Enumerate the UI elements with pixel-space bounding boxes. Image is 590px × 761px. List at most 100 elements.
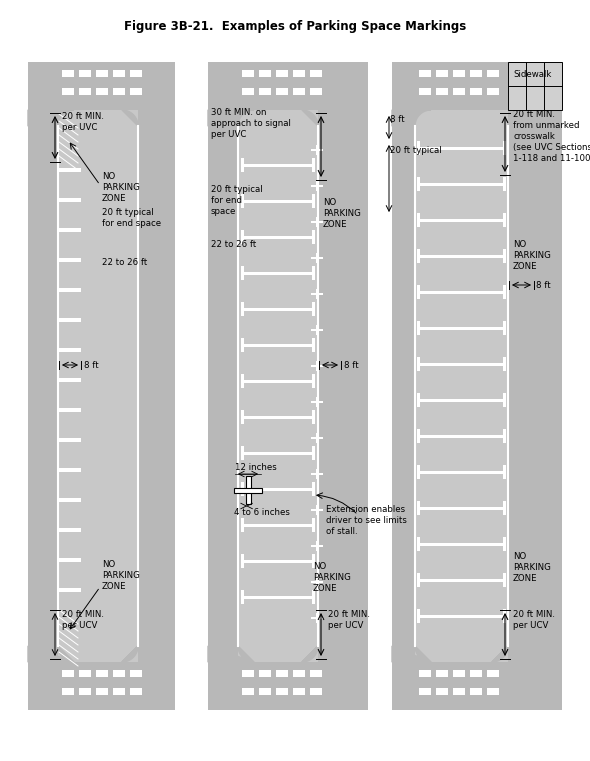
Bar [436, 88, 448, 95]
Bar [311, 473, 323, 475]
Bar [293, 88, 305, 95]
Bar [96, 88, 108, 95]
Bar [417, 609, 420, 623]
Bar [417, 393, 420, 407]
Bar [59, 408, 81, 412]
Bar [420, 147, 503, 150]
Bar [419, 88, 431, 95]
Bar [244, 524, 312, 527]
Bar [310, 688, 322, 695]
Bar [58, 110, 138, 662]
Bar [79, 70, 91, 77]
Bar [130, 70, 142, 77]
Bar [276, 88, 288, 95]
Bar [470, 670, 482, 677]
Polygon shape [208, 646, 254, 662]
Bar [259, 70, 271, 77]
Bar [417, 573, 420, 587]
Bar [420, 219, 503, 222]
Text: 8 ft: 8 ft [84, 361, 99, 370]
Bar [417, 177, 420, 191]
Text: NO
PARKING
ZONE: NO PARKING ZONE [102, 172, 140, 203]
Bar [59, 258, 81, 262]
Bar [312, 410, 315, 424]
Bar [96, 670, 108, 677]
Bar [59, 468, 81, 472]
Bar [316, 325, 318, 335]
Bar [244, 488, 312, 491]
Bar [113, 688, 125, 695]
Bar [113, 670, 125, 677]
Bar [453, 70, 465, 77]
Bar [312, 194, 315, 208]
Bar [417, 429, 420, 443]
Bar [310, 70, 322, 77]
Bar [503, 141, 506, 155]
Bar [453, 670, 465, 677]
Bar [208, 662, 368, 710]
Text: 30 ft MIN. on
approach to signal
per UVC: 30 ft MIN. on approach to signal per UVC [211, 108, 291, 139]
Bar [238, 110, 318, 662]
Bar [316, 541, 318, 551]
Bar [420, 507, 503, 510]
Bar [503, 285, 506, 299]
Bar [244, 596, 312, 599]
Text: 20 ft MIN.
per UCV: 20 ft MIN. per UCV [62, 610, 104, 630]
Bar [259, 88, 271, 95]
Bar [487, 88, 499, 95]
Bar [312, 266, 315, 280]
Bar [420, 435, 503, 438]
Bar [316, 505, 318, 515]
Bar [312, 230, 315, 244]
Bar [415, 110, 508, 662]
Bar [241, 194, 244, 208]
Text: 4 to 6 inches: 4 to 6 inches [234, 508, 290, 517]
Bar [234, 488, 262, 493]
Bar [28, 662, 175, 710]
Bar [453, 688, 465, 695]
Bar [420, 471, 503, 474]
Bar [208, 62, 368, 110]
Bar [59, 438, 81, 442]
Bar [316, 613, 318, 623]
Text: Figure 3B-21.  Examples of Parking Space Markings: Figure 3B-21. Examples of Parking Space … [124, 20, 466, 33]
Bar [244, 164, 312, 167]
Bar [59, 288, 81, 292]
Bar [241, 410, 244, 424]
Text: NO
PARKING
ZONE: NO PARKING ZONE [513, 552, 551, 583]
Bar [79, 688, 91, 695]
Bar [310, 670, 322, 677]
Bar [59, 228, 81, 232]
Bar [316, 469, 318, 479]
Bar [276, 688, 288, 695]
Bar [241, 374, 244, 388]
Bar [59, 348, 81, 352]
Bar [241, 446, 244, 460]
Bar [417, 537, 420, 551]
Bar [470, 688, 482, 695]
Bar [311, 545, 323, 547]
Text: 20 ft typical
for end space: 20 ft typical for end space [102, 208, 161, 228]
Bar [311, 365, 323, 367]
Bar [241, 518, 244, 532]
Bar [242, 688, 254, 695]
Bar [417, 357, 420, 371]
Bar [79, 88, 91, 95]
Bar [417, 465, 420, 479]
Bar [503, 429, 506, 443]
Bar [316, 361, 318, 371]
Bar [244, 344, 312, 347]
Bar [436, 670, 448, 677]
Bar [241, 302, 244, 316]
Text: 22 to 26 ft: 22 to 26 ft [211, 240, 256, 249]
Bar [311, 149, 323, 151]
Bar [420, 255, 503, 258]
Text: NO
PARKING
ZONE: NO PARKING ZONE [323, 198, 361, 229]
Text: 22 to 26 ft: 22 to 26 ft [102, 258, 148, 267]
Bar [241, 266, 244, 280]
Bar [487, 688, 499, 695]
Bar [312, 482, 315, 496]
Bar [316, 217, 318, 227]
Polygon shape [392, 110, 431, 126]
Bar [293, 670, 305, 677]
